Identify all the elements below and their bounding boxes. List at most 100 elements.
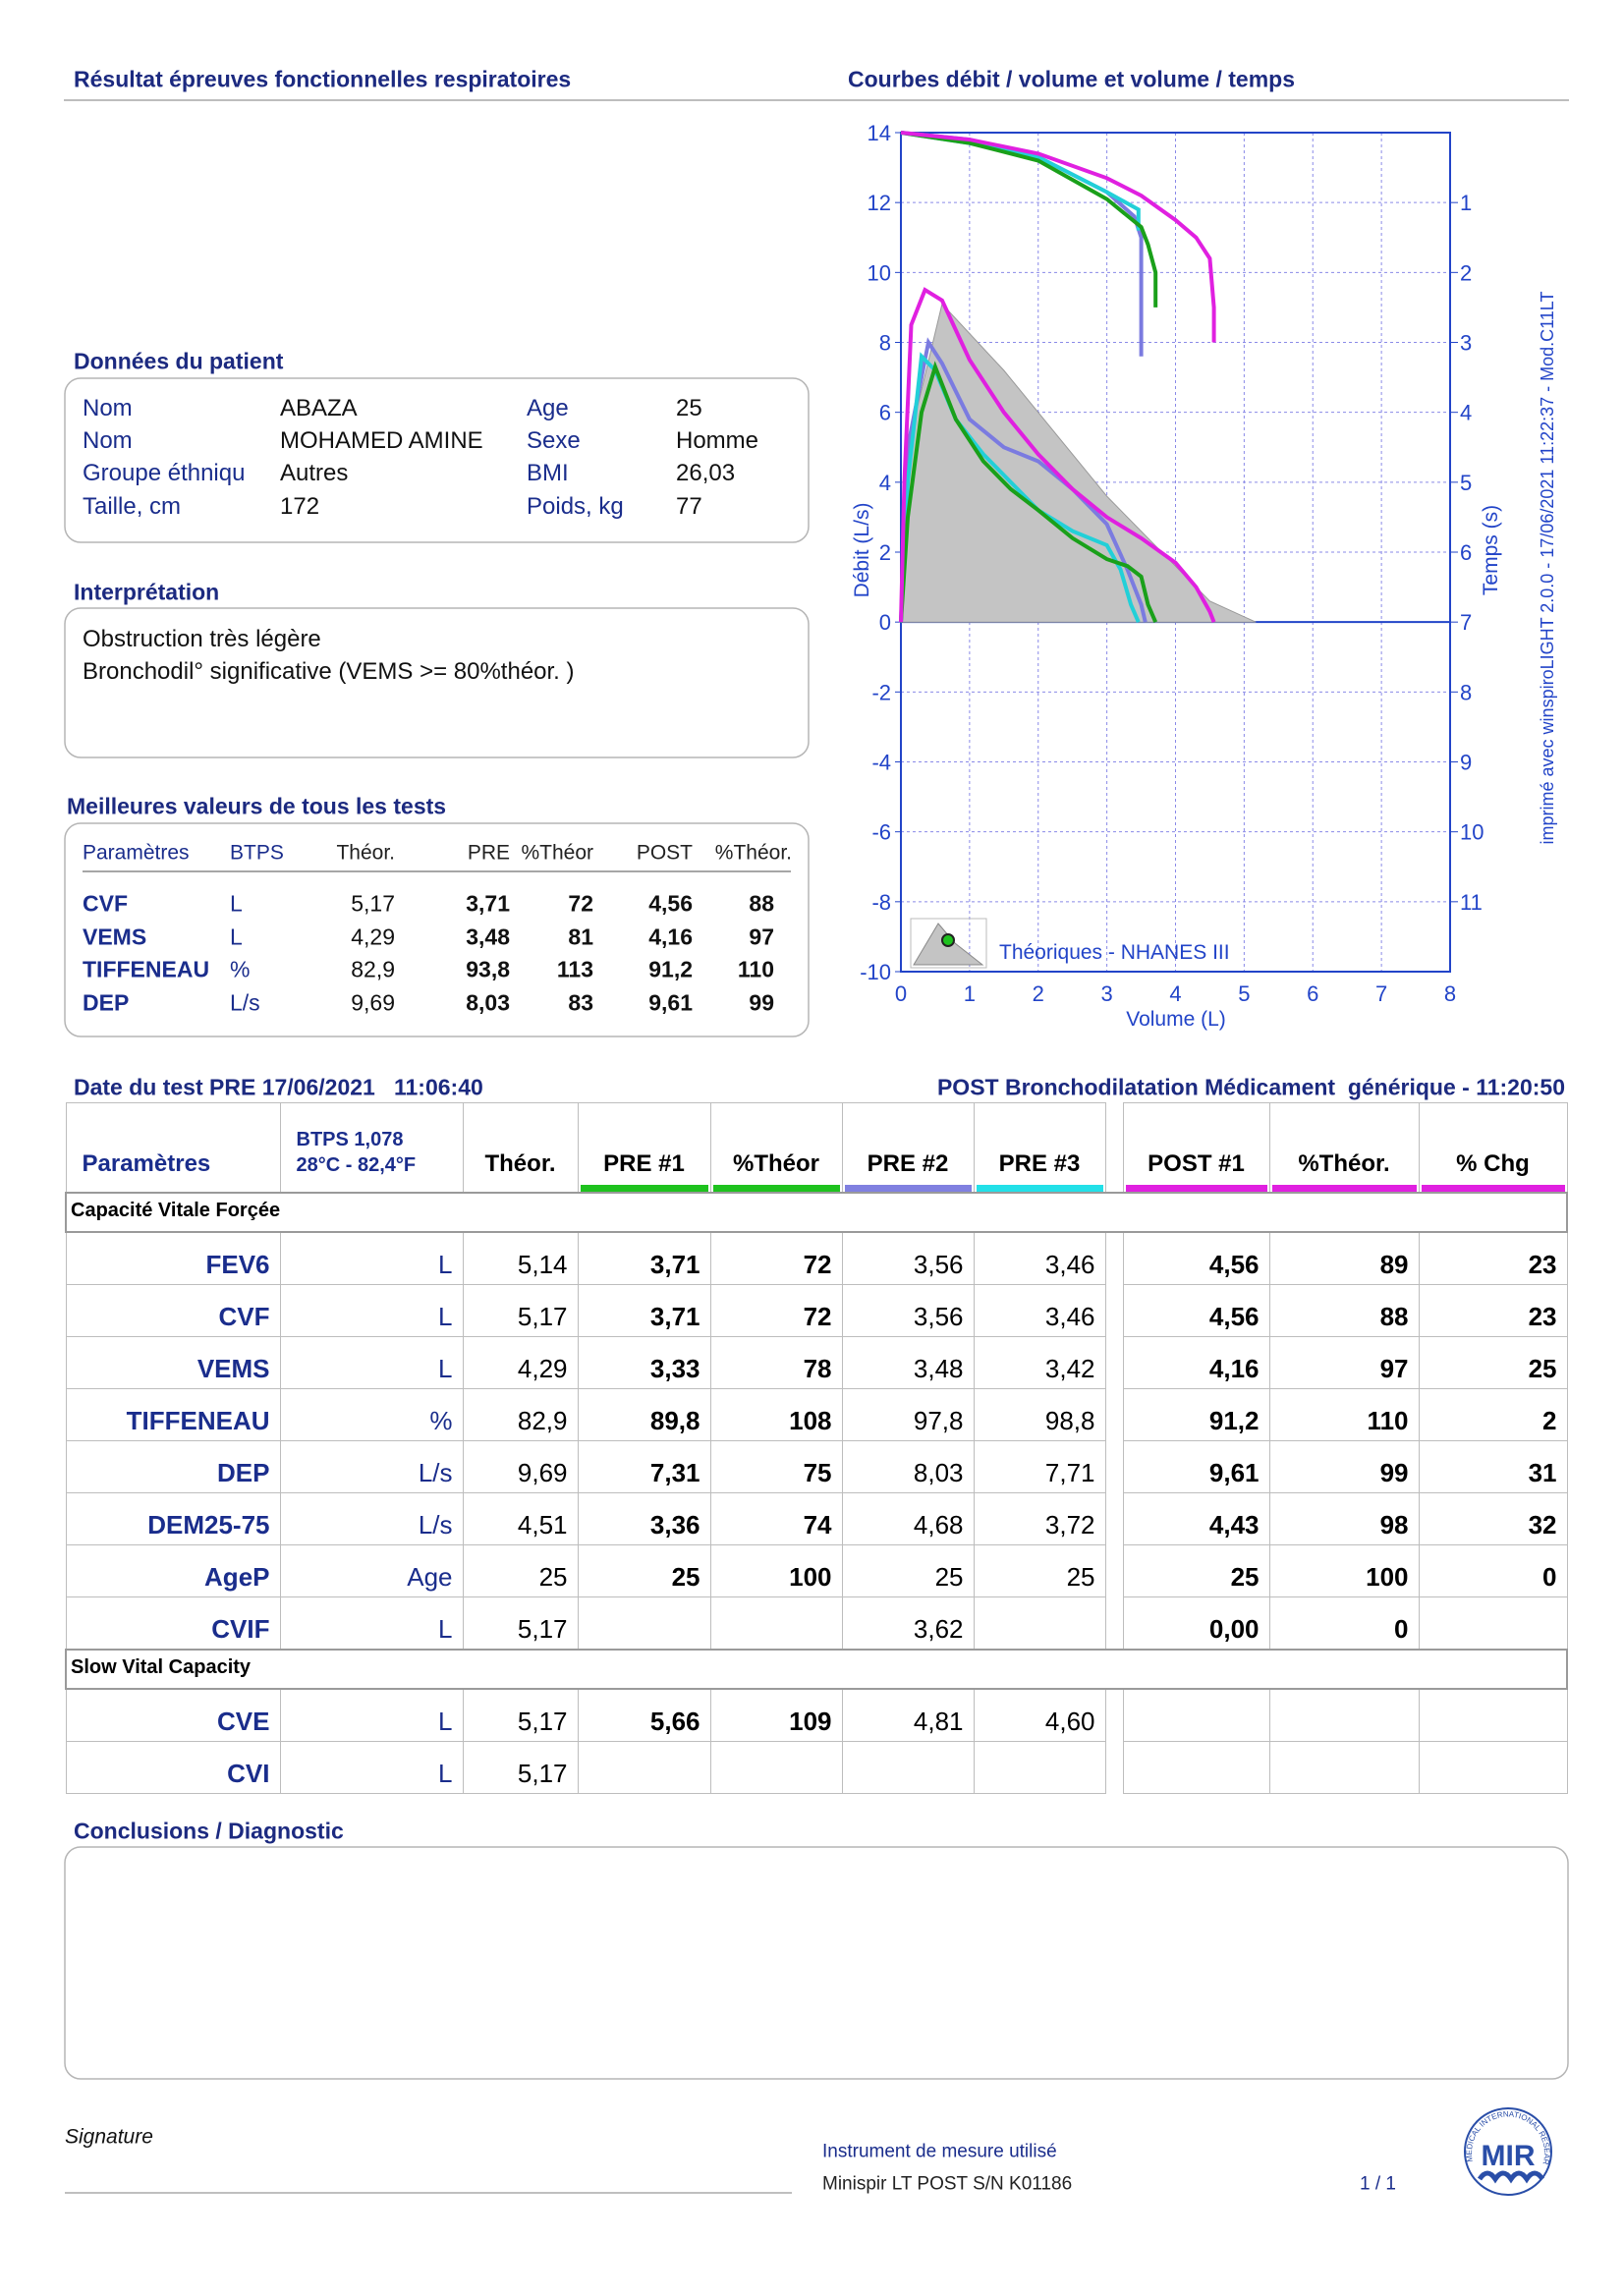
- unit: L: [279, 1284, 464, 1337]
- line: [899, 361, 1158, 623]
- parameter: TIFFENEAU: [65, 1388, 281, 1441]
- value: [1122, 1741, 1270, 1794]
- gap-cell: [1104, 1102, 1124, 1193]
- page-title: Résultat épreuves fonctionnelles respira…: [74, 66, 572, 92]
- table-header-right: POST Bronchodilatation Médicament généri…: [936, 1074, 1565, 1100]
- value: 3,36: [577, 1492, 711, 1545]
- value: [973, 1741, 1106, 1794]
- value: 4,43: [1122, 1492, 1270, 1545]
- value: 3,56: [841, 1231, 975, 1285]
- section-row: Capacité Vitale Forçée: [65, 1192, 1568, 1233]
- patient-label: Age: [527, 395, 569, 421]
- value: [973, 1596, 1106, 1651]
- column-header: Théor.: [462, 1102, 579, 1194]
- gap-cell: [1104, 1741, 1124, 1794]
- x-tick-label: 3: [1101, 981, 1113, 1006]
- line: [899, 352, 1141, 623]
- patient-label: Taille, cm: [83, 493, 182, 520]
- y2-tick-label: 2: [1460, 260, 1472, 285]
- best-cell: 93,8: [466, 956, 510, 982]
- best-header: %Théor.: [714, 841, 792, 865]
- x-tick-label: 4: [1169, 981, 1181, 1006]
- gap-cell: [1104, 1440, 1124, 1493]
- patient-label: Groupe éthniqu: [83, 460, 246, 486]
- interpretation-line: Bronchodil° significative (VEMS >= 80%th…: [83, 658, 575, 685]
- patient-label: BMI: [527, 460, 569, 486]
- value: 98,8: [973, 1388, 1106, 1441]
- value: 4,56: [1122, 1284, 1270, 1337]
- unit: %: [279, 1388, 464, 1441]
- column-header: POST #1: [1122, 1102, 1270, 1194]
- best-cell: 4,56: [648, 890, 693, 917]
- best-box: [64, 822, 810, 1037]
- unit: L: [279, 1231, 464, 1285]
- y-tick-label: 4: [879, 471, 891, 495]
- column-header: Paramètres: [65, 1102, 281, 1194]
- value: [577, 1741, 711, 1794]
- column-header-line: 28°C - 82,4°F: [296, 1154, 417, 1176]
- value: 91,2: [1122, 1388, 1270, 1441]
- best-cell: 91,2: [648, 956, 693, 982]
- y2-tick-label: 4: [1460, 401, 1472, 425]
- value: [1418, 1741, 1568, 1794]
- value: 5,14: [462, 1231, 579, 1285]
- y-tick-label: -4: [871, 751, 891, 775]
- instrument-label: Instrument de mesure utilisé: [822, 2141, 1057, 2162]
- value: [709, 1741, 843, 1794]
- y-tick-label: 10: [868, 260, 891, 285]
- value: 100: [1268, 1544, 1420, 1597]
- best-header: POST: [636, 841, 693, 865]
- unit: Age: [279, 1544, 464, 1597]
- gap-cell: [1104, 1284, 1124, 1337]
- value: 74: [709, 1492, 843, 1545]
- parameter: DEM25-75: [65, 1492, 281, 1545]
- value: 3,71: [577, 1284, 711, 1337]
- value: 0: [1418, 1544, 1568, 1597]
- best-cell: 3,48: [466, 924, 510, 949]
- value: 109: [709, 1688, 843, 1742]
- unit: L: [279, 1336, 464, 1389]
- y2-tick-label: 7: [1460, 610, 1472, 635]
- value: 72: [709, 1231, 843, 1285]
- value: [1418, 1596, 1568, 1651]
- best-cell: 9,69: [351, 989, 395, 1015]
- value: 31: [1418, 1440, 1568, 1493]
- legend-marker: [941, 933, 955, 947]
- x-tick-label: 5: [1238, 981, 1250, 1006]
- best-header: BTPS: [230, 841, 284, 865]
- y-tick-label: 14: [868, 121, 891, 145]
- value: 3,56: [841, 1284, 975, 1337]
- value: 89,8: [577, 1388, 711, 1441]
- value: 3,46: [973, 1284, 1106, 1337]
- value: 97: [1268, 1336, 1420, 1389]
- value: 3,71: [577, 1231, 711, 1285]
- parameter: CVF: [65, 1284, 281, 1337]
- y2-tick-label: 1: [1460, 191, 1472, 215]
- y2-tick-label: 10: [1460, 820, 1484, 845]
- line: [900, 131, 1141, 231]
- value: 98: [1268, 1492, 1420, 1545]
- best-header: PRE: [467, 841, 510, 865]
- value: 5,66: [577, 1688, 711, 1742]
- parameter: CVIF: [65, 1596, 281, 1651]
- value: 4,29: [462, 1336, 579, 1389]
- best-cell: 83: [568, 989, 593, 1015]
- parameter: VEMS: [65, 1336, 281, 1389]
- y-tick-label: 8: [879, 331, 891, 356]
- column-header: PRE #1: [577, 1102, 711, 1194]
- column-color-bar: [844, 1185, 972, 1192]
- y2-tick-label: 6: [1460, 540, 1472, 565]
- column-color-bar: [1271, 1185, 1417, 1192]
- best-cell: DEP: [83, 989, 130, 1015]
- value: 5,17: [462, 1284, 579, 1337]
- value: 5,17: [462, 1688, 579, 1742]
- y-tick-label: -2: [871, 680, 891, 704]
- value: 25: [841, 1544, 975, 1597]
- value: 3,33: [577, 1336, 711, 1389]
- value: 7,31: [577, 1440, 711, 1493]
- value: 25: [462, 1544, 579, 1597]
- column-color-bar: [1421, 1185, 1565, 1192]
- logo-ring: [1464, 2107, 1552, 2196]
- value: 97,8: [841, 1388, 975, 1441]
